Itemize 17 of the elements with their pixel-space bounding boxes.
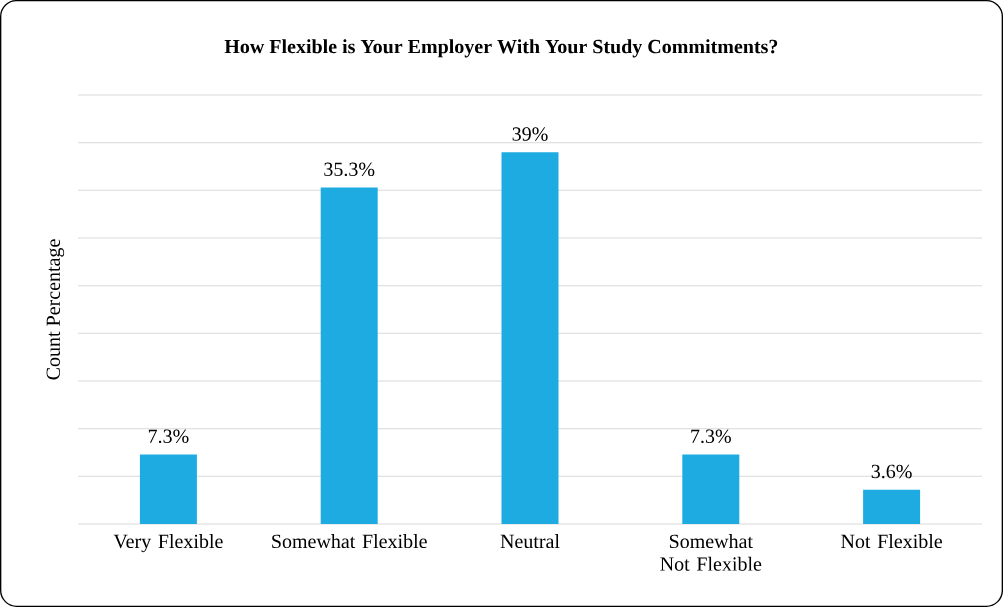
bar — [501, 152, 559, 524]
data-label: 7.3% — [148, 429, 189, 444]
bar — [320, 187, 378, 524]
bar — [682, 454, 740, 524]
chart-title: How Flexible is Your Employer With Your Study Commitments? — [224, 39, 778, 58]
x-tick-label: Very Flexible — [113, 534, 223, 553]
x-tick-label: Somewhat Flexible — [272, 534, 427, 549]
data-label: 35.3% — [324, 162, 375, 177]
data-label: 39% — [512, 127, 548, 141]
bar — [863, 489, 921, 524]
y-axis-title: Count Percentage — [46, 239, 65, 380]
data-label: 7.3% — [691, 429, 731, 444]
data-label: 3.6% — [871, 464, 912, 479]
x-tick-label: Somewhat Not Flexible — [660, 534, 762, 571]
bar — [139, 454, 197, 524]
x-tick-label: Not Flexible — [841, 534, 943, 549]
x-tick-label: Neutral — [500, 534, 560, 549]
